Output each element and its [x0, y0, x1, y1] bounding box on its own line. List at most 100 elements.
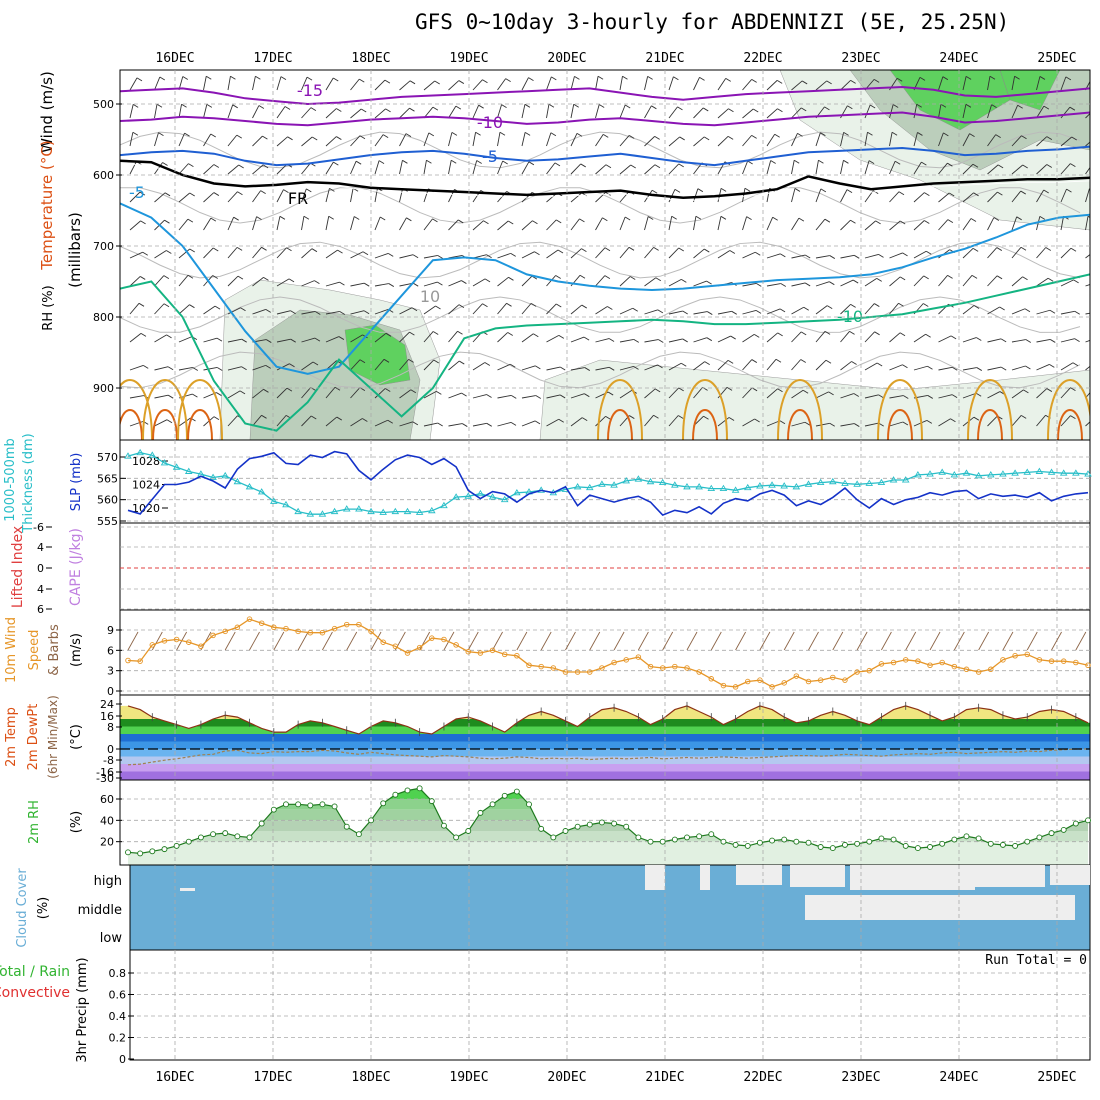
- wind10m-barbs-label: & Barbs: [47, 624, 62, 676]
- wind-barb: [472, 394, 487, 399]
- wind-barb-flag: [923, 303, 929, 307]
- wind-barb-flag: [334, 386, 341, 391]
- wind-barb: [1085, 112, 1090, 119]
- date-label-top: 17DEC: [253, 51, 292, 66]
- thickness-point: [415, 508, 424, 515]
- wind-barb-flag: [702, 107, 709, 112]
- rh-axis-label: RH (%): [41, 285, 56, 330]
- wind-barb-flag: [873, 79, 880, 83]
- rh2m-point: [939, 840, 946, 847]
- wind-barb: [423, 281, 438, 287]
- thickness-point: [464, 492, 473, 499]
- wind-barb-flag: [973, 192, 979, 197]
- rh2m-point: [307, 802, 314, 809]
- wind-barb-flag: [654, 164, 661, 169]
- wind-barb-flag: [167, 394, 174, 399]
- wind-barb: [619, 135, 630, 147]
- wind-barb: [325, 188, 330, 203]
- wind-barb: [546, 104, 550, 119]
- wind-barb: [889, 395, 904, 399]
- wind-barb: [350, 188, 354, 203]
- wind-barb: [913, 161, 922, 175]
- wind-barb: [889, 276, 901, 287]
- wind-barb: [913, 275, 925, 287]
- thickness-point: [938, 468, 946, 475]
- wind-barb: [252, 415, 262, 427]
- wind-barb: [472, 132, 477, 147]
- wind-barb: [301, 337, 316, 343]
- wind10m-point: [368, 628, 374, 635]
- wind-barb: [1085, 339, 1090, 343]
- wind-barb-flag: [996, 247, 1003, 251]
- wind-barb: [668, 387, 680, 399]
- wind-barb: [595, 217, 603, 231]
- wind-barb-flag: [188, 163, 194, 168]
- wind-barb: [325, 216, 330, 231]
- wind-barb: [717, 360, 729, 371]
- wind-barb: [987, 247, 998, 259]
- temp-band: [120, 764, 1090, 772]
- wind10m-point: [951, 663, 958, 670]
- wind-barb: [913, 192, 925, 203]
- wind-barb-flag: [524, 103, 531, 108]
- wind-barb: [448, 255, 463, 259]
- wind-barb-flag: [510, 363, 516, 368]
- wind-barb-flag: [849, 330, 855, 335]
- wind-barb-flag: [166, 334, 172, 339]
- wind-barb: [1036, 277, 1049, 287]
- wind-barb-flag: [284, 106, 291, 110]
- wind-barb-flag: [916, 103, 922, 108]
- slp-frame: [119, 439, 1091, 524]
- wind-barb: [154, 132, 159, 147]
- wind-barb-flag: [1023, 389, 1029, 394]
- wind-barb: [203, 367, 218, 371]
- wind-barb: [889, 332, 901, 343]
- wind-barb-flag: [628, 246, 635, 251]
- wind-barb-flag: [925, 333, 931, 338]
- wind10m-point: [125, 657, 131, 664]
- wind10m-barb: [565, 631, 576, 651]
- wind-barb: [276, 310, 291, 315]
- wind-barb-flag: [729, 250, 736, 254]
- temp-band: [120, 749, 1090, 757]
- wind-barb-flag: [801, 80, 808, 85]
- wind-barb-flag: [947, 162, 953, 167]
- rh-shading: [999, 70, 1061, 111]
- wind-barb: [1011, 415, 1022, 427]
- wind-barb-flag: [846, 189, 853, 194]
- date-label-top: 23DEC: [841, 51, 880, 66]
- wind-barb-flag: [339, 281, 345, 286]
- wind-barb-flag: [924, 220, 930, 224]
- wind-barb: [252, 364, 266, 371]
- contour-label: 10: [420, 287, 440, 306]
- wind10m-barb: [953, 631, 965, 651]
- wind-barb-flag: [279, 215, 286, 220]
- wind10m-point: [720, 682, 727, 689]
- thickness-point: [731, 486, 740, 493]
- rh-contour: [120, 296, 1081, 333]
- wind-barb: [1036, 105, 1045, 119]
- wind-barb-flag: [1046, 136, 1053, 140]
- wind-barb-flag: [678, 163, 684, 168]
- wind10m-barb: [783, 631, 795, 651]
- isotherm-plus15: [142, 379, 188, 440]
- wind-barb: [325, 136, 337, 147]
- wind-barb-flag: [405, 133, 412, 137]
- temp-tick-label: -16: [96, 766, 114, 779]
- wind-barb: [374, 252, 389, 259]
- wind-barb: [521, 365, 536, 371]
- wind-barb-flag: [280, 76, 287, 80]
- wind-barb-flag: [535, 395, 542, 399]
- wind-barb-flag: [462, 423, 468, 427]
- wind-barb: [325, 336, 340, 343]
- wind-barb-flag: [850, 303, 856, 308]
- rh2m-point: [222, 830, 229, 837]
- wind-barb: [472, 220, 484, 231]
- wind-barb: [595, 76, 599, 91]
- wind-barb-flag: [1020, 190, 1026, 195]
- wind-barb: [1060, 310, 1075, 315]
- wind-barb: [252, 216, 257, 231]
- wind-barb-flag: [216, 337, 223, 342]
- wind-barb: [521, 303, 532, 315]
- wind-barb-flag: [482, 303, 488, 308]
